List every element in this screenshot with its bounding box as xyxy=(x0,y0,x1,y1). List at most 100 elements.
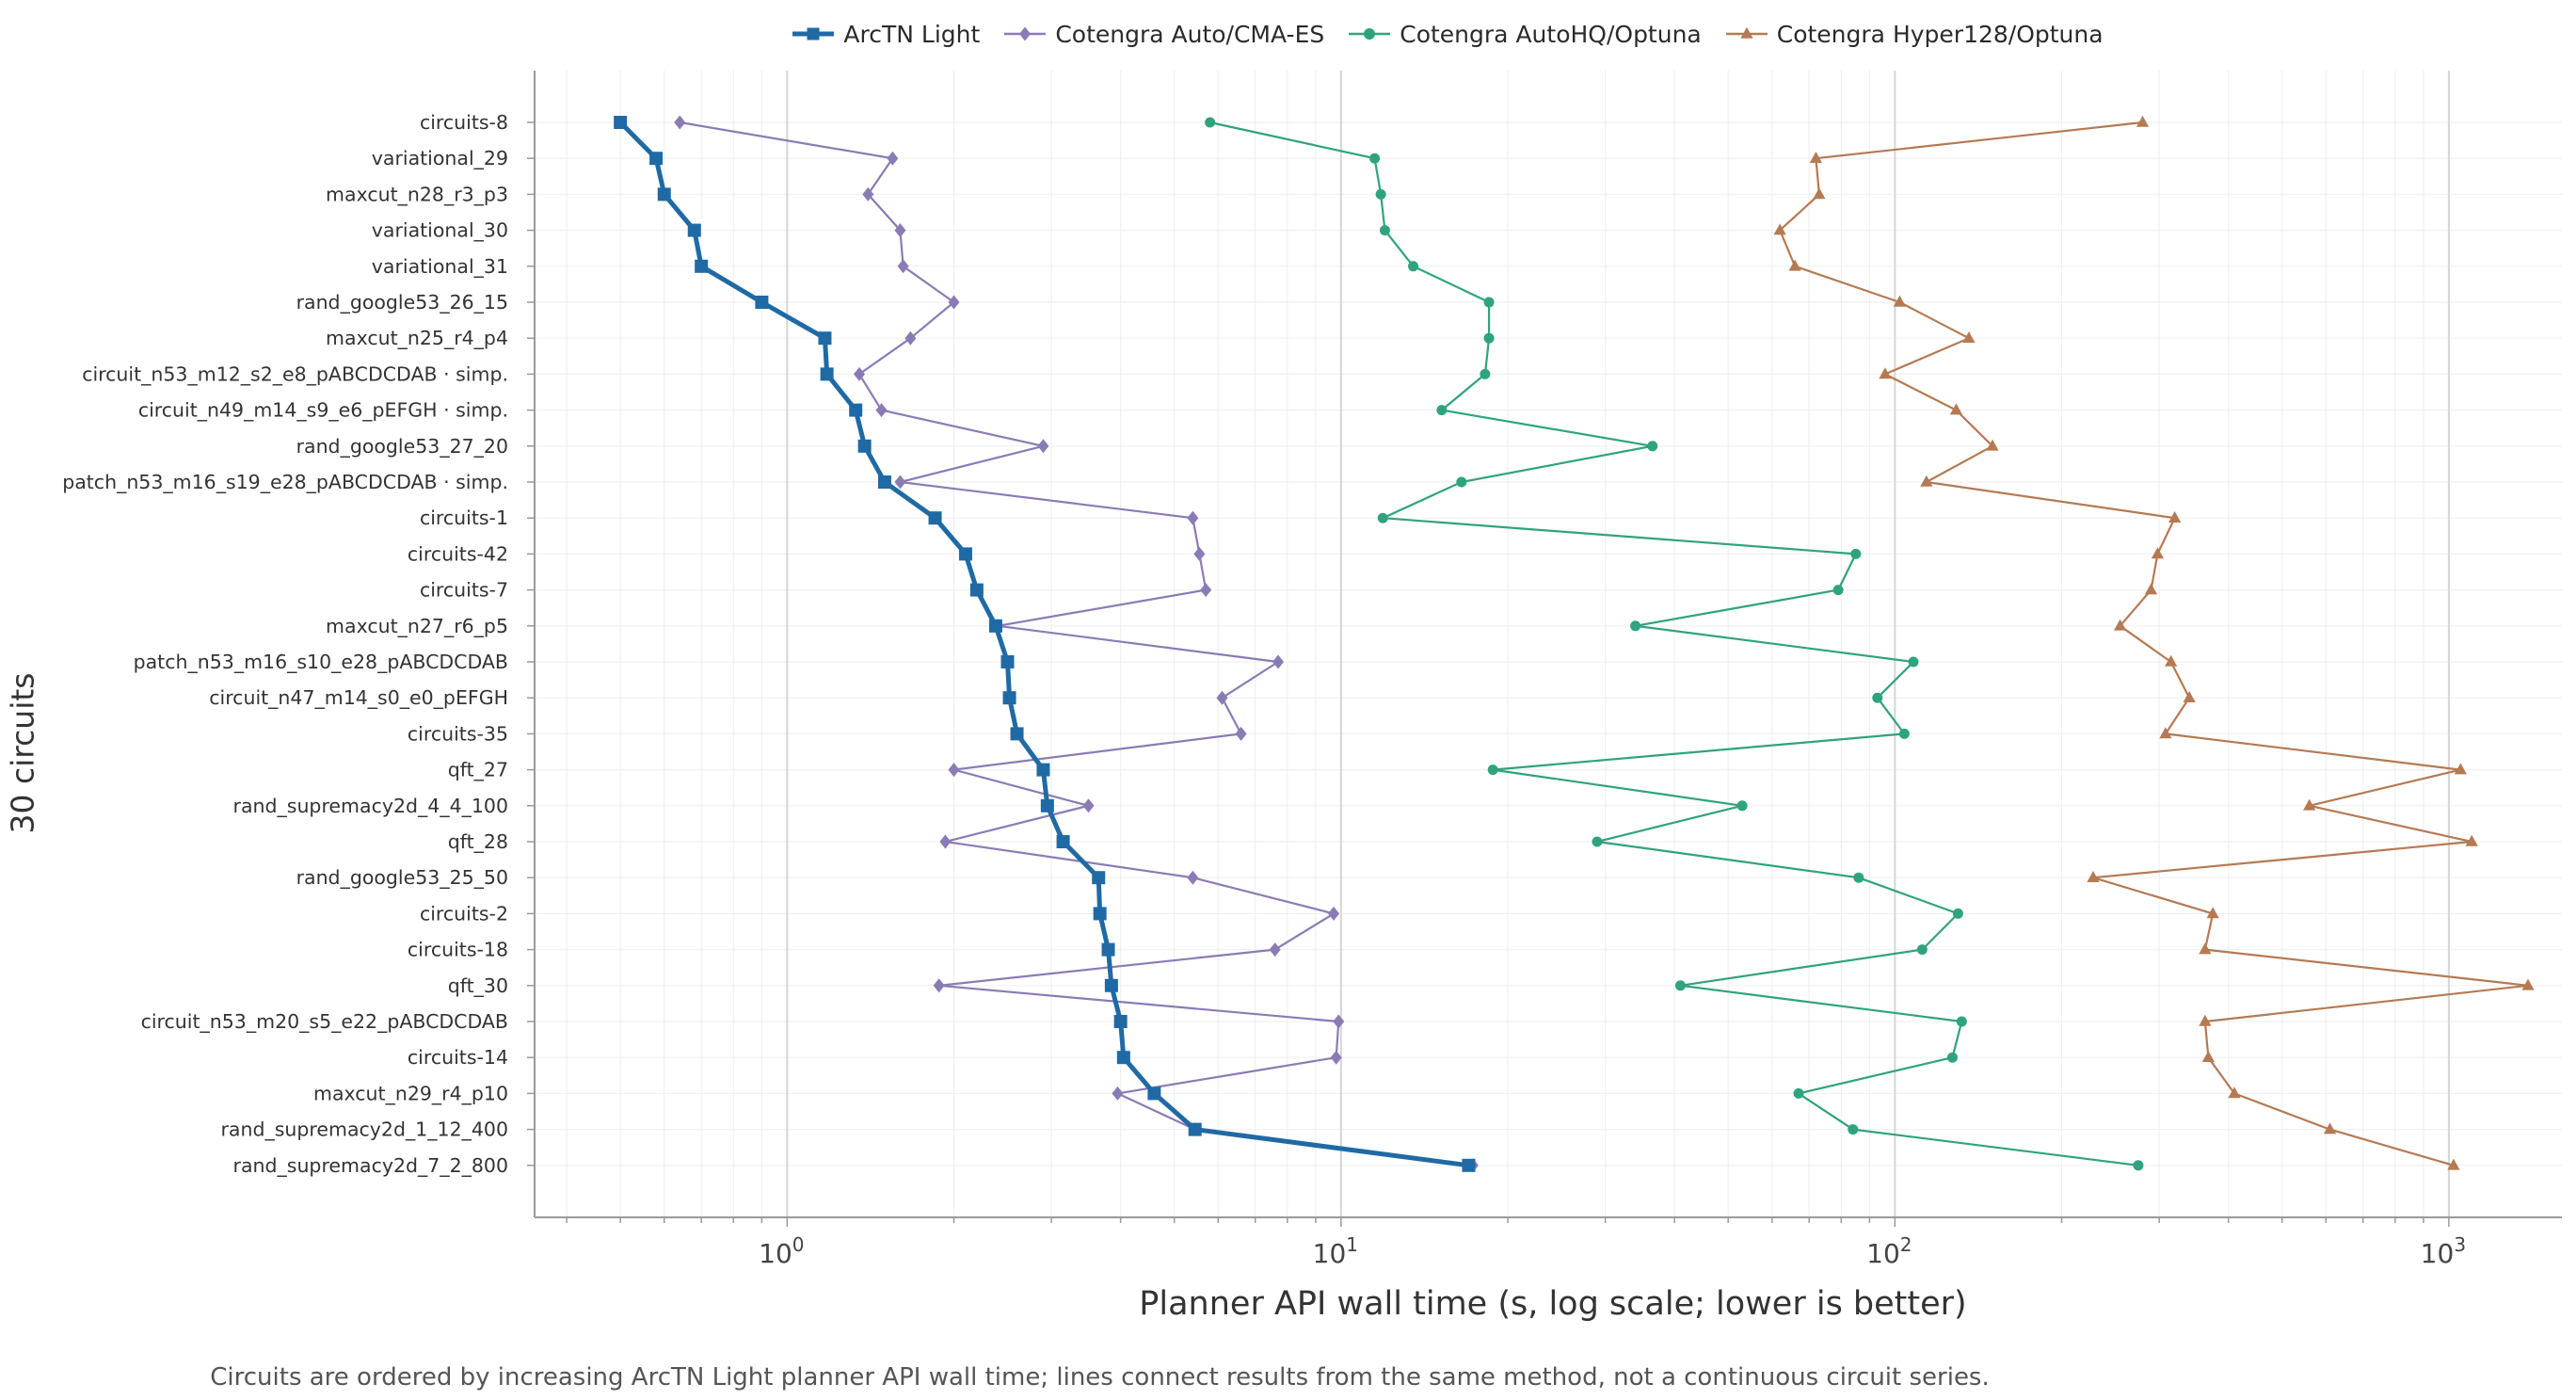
series-layer xyxy=(614,115,2535,1173)
data-point xyxy=(818,331,832,346)
data-point xyxy=(1946,1052,1958,1063)
x-tick-label: 100 xyxy=(759,1233,804,1269)
data-point xyxy=(2228,1086,2241,1099)
data-point xyxy=(877,475,891,489)
legend-item: Cotengra AutoHQ/Optuna xyxy=(1349,21,1702,48)
data-point xyxy=(2165,654,2178,667)
data-point xyxy=(1456,476,1467,488)
data-point xyxy=(1773,223,1786,235)
data-point xyxy=(2206,907,2219,919)
data-point xyxy=(2303,798,2316,811)
data-point xyxy=(1592,836,1603,847)
y-tick-label: rand_supremacy2d_4_4_100 xyxy=(233,795,508,818)
legend-label: ArcTN Light xyxy=(843,20,981,48)
data-point xyxy=(1483,297,1495,308)
x-tick-label: 101 xyxy=(1313,1233,1358,1269)
y-tick-label: patch_n53_m16_s10_e28_pABCDCDAB xyxy=(134,651,508,674)
data-point xyxy=(849,403,863,417)
y-tick-label: variational_29 xyxy=(372,147,508,170)
data-point xyxy=(1832,585,1844,596)
data-point xyxy=(1002,691,1016,705)
data-point xyxy=(1850,548,1862,559)
legend-item: Cotengra Auto/CMA-ES xyxy=(1004,21,1324,48)
y-tick-label: qft_28 xyxy=(448,830,508,854)
data-point xyxy=(1788,259,1801,271)
series-arctn-light xyxy=(614,116,1476,1172)
data-point xyxy=(820,367,834,381)
legend-label: Cotengra Auto/CMA-ES xyxy=(1055,20,1325,48)
data-point xyxy=(857,439,872,453)
data-point xyxy=(958,547,972,561)
data-point xyxy=(1104,978,1118,992)
y-tick-label: rand_google53_27_20 xyxy=(296,435,508,459)
data-point xyxy=(933,978,945,993)
data-point xyxy=(894,223,906,238)
data-point xyxy=(1920,475,1933,487)
data-point xyxy=(1269,942,1281,957)
data-point xyxy=(1408,261,1419,272)
series-line xyxy=(680,121,1474,1167)
data-point xyxy=(1093,907,1107,921)
y-tick-label: circuits-14 xyxy=(408,1046,508,1069)
data-point xyxy=(1116,1051,1130,1065)
data-point xyxy=(1379,225,1390,236)
data-point xyxy=(894,475,906,490)
data-point xyxy=(1962,331,1976,343)
legend-label: Cotengra AutoHQ/Optuna xyxy=(1400,20,1702,48)
y-tick-label: patch_n53_m16_s19_e28_pABCDCDAB · simp. xyxy=(62,471,508,494)
y-tick-label: maxcut_n28_r3_p3 xyxy=(326,183,508,206)
data-point xyxy=(887,151,899,166)
y-tick-label: rand_google53_26_15 xyxy=(296,291,508,314)
y-tick-label: circuits-18 xyxy=(408,939,508,961)
data-point xyxy=(2136,115,2150,127)
axis-ticks: 100 101 102 103 circuits-8 variational_29maxc… xyxy=(62,111,2466,1269)
data-point xyxy=(928,511,942,525)
data-point xyxy=(939,834,952,849)
data-point xyxy=(875,403,888,418)
data-point xyxy=(1147,1086,1161,1101)
y-tick-label: variational_30 xyxy=(372,219,508,243)
data-point xyxy=(1898,728,1910,739)
y-tick-label: variational_31 xyxy=(372,255,508,279)
data-point xyxy=(2151,547,2165,559)
data-point xyxy=(1809,152,1822,163)
data-point xyxy=(1272,654,1285,669)
data-point xyxy=(1010,727,1024,741)
data-point xyxy=(1037,439,1049,454)
y-tick-label: qft_27 xyxy=(448,759,508,782)
series-line xyxy=(1209,121,2139,1167)
y-tick-label: maxcut_n27_r6_p5 xyxy=(326,615,508,638)
y-tick-label: circuits-8 xyxy=(420,111,508,134)
data-point xyxy=(1736,800,1748,812)
data-point xyxy=(1872,692,1883,703)
data-point xyxy=(1333,1014,1345,1029)
data-point xyxy=(1436,405,1448,416)
data-point xyxy=(1630,620,1641,632)
data-point xyxy=(2199,1014,2212,1026)
data-point xyxy=(969,583,984,597)
data-point xyxy=(2133,1160,2144,1171)
minor-gridlines xyxy=(535,71,2562,1217)
data-point xyxy=(2323,1122,2337,1134)
y-tick-label: maxcut_n29_r4_p10 xyxy=(313,1082,508,1105)
data-point xyxy=(2465,834,2478,846)
x-axis-title: Planner API wall time (s, log scale; low… xyxy=(1139,1285,1967,1323)
legend-item: ArcTN Light xyxy=(792,21,980,48)
series-cotengra-auto-cma-es xyxy=(674,115,1479,1173)
legend-label: Cotengra Hyper128/Optuna xyxy=(1776,20,2104,48)
y-tick-label: circuit_n53_m20_s5_e22_pABCDCDAB xyxy=(141,1010,508,1034)
data-point xyxy=(1193,546,1206,561)
data-point xyxy=(1487,764,1498,776)
y-axis-title-box: 30 circuits xyxy=(4,659,41,847)
data-point xyxy=(1216,690,1228,705)
data-point xyxy=(1647,441,1658,452)
data-point xyxy=(2168,511,2182,523)
data-point xyxy=(1328,906,1340,921)
data-point xyxy=(1040,798,1054,813)
data-point xyxy=(1740,26,1753,39)
y-tick-label: maxcut_n25_r4_p4 xyxy=(326,327,508,350)
data-point xyxy=(1480,368,1491,379)
data-point xyxy=(2144,583,2158,595)
data-point xyxy=(614,116,628,129)
data-point xyxy=(1056,835,1070,848)
